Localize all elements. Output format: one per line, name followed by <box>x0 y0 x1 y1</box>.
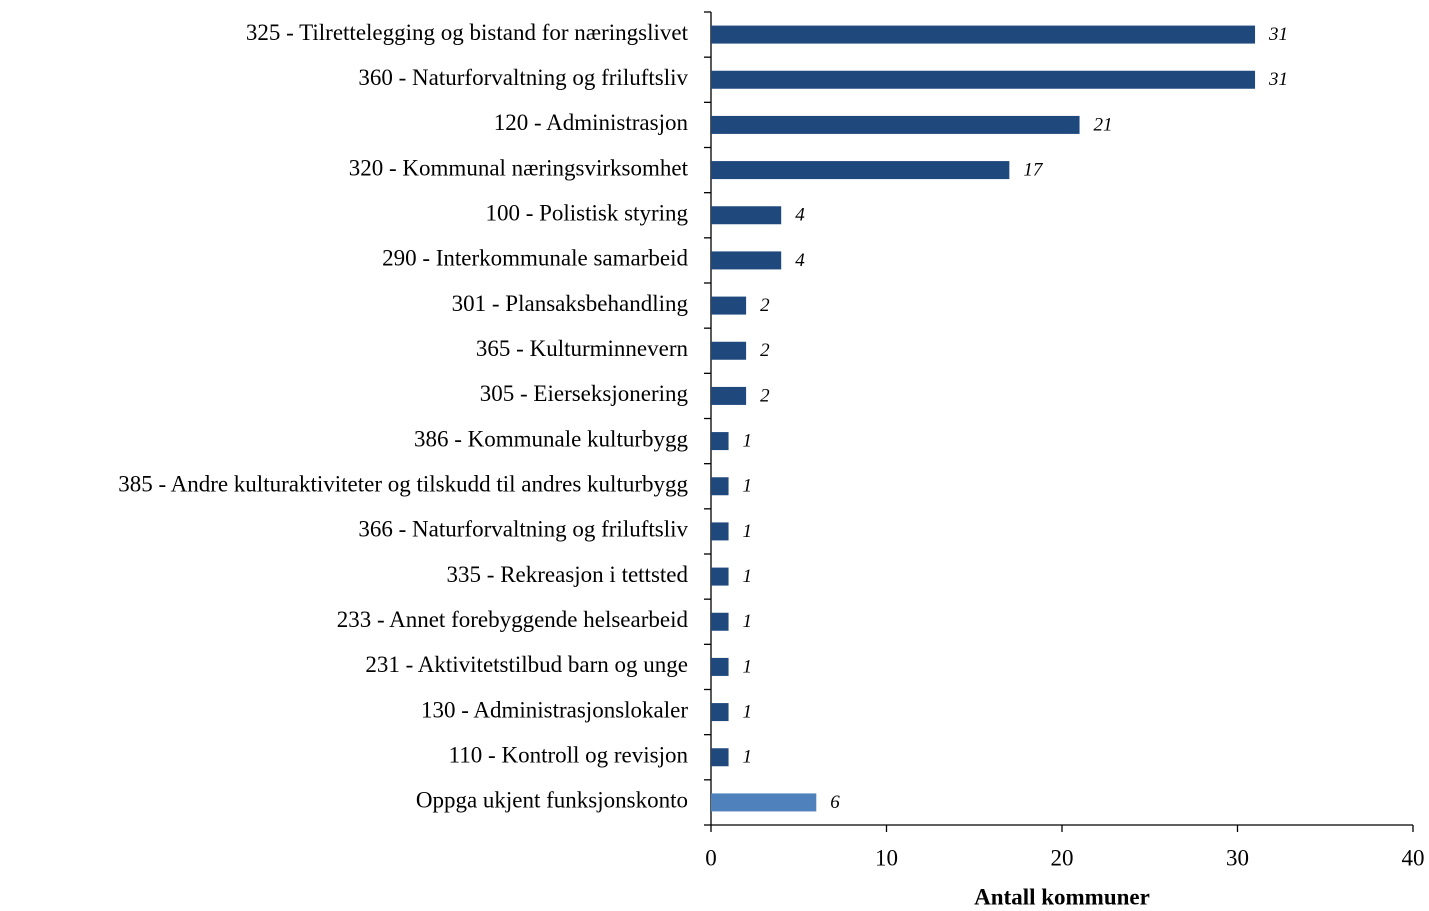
bar <box>711 296 747 315</box>
x-tick-label: 40 <box>1402 845 1425 870</box>
bar <box>711 206 782 225</box>
x-axis-title: Antall kommuner <box>974 884 1150 909</box>
y-tick-label: 100 - Polistisk styring <box>485 201 688 226</box>
value-label: 1 <box>743 611 753 632</box>
value-label: 17 <box>1023 159 1044 180</box>
bar <box>711 477 729 496</box>
bar <box>711 703 729 722</box>
y-tick-label: 366 - Naturforvaltning og friluftsliv <box>358 517 688 542</box>
value-label: 2 <box>760 295 770 316</box>
bar <box>711 432 729 451</box>
bar <box>711 748 729 767</box>
value-label: 2 <box>760 385 770 406</box>
value-label: 1 <box>743 476 753 497</box>
bar <box>711 70 1256 89</box>
value-label: 31 <box>1268 24 1288 45</box>
bar <box>711 25 1256 44</box>
value-label: 1 <box>743 701 753 722</box>
value-label: 2 <box>760 340 770 361</box>
y-tick-label: 385 - Andre kulturaktiviteter og tilskud… <box>118 472 688 497</box>
bar <box>711 793 817 812</box>
bar <box>711 522 729 541</box>
value-label: 1 <box>743 521 753 542</box>
y-tick-label: 130 - Administrasjonslokaler <box>421 697 688 722</box>
bar <box>711 657 729 676</box>
y-tick-label: 325 - Tilrettelegging og bistand for nær… <box>246 20 689 45</box>
bar <box>711 341 747 360</box>
bar <box>711 386 747 405</box>
bar <box>711 567 729 586</box>
y-tick-label: 386 - Kommunale kulturbygg <box>414 426 689 451</box>
bar <box>711 251 782 270</box>
y-tick-label: 365 - Kulturminnevern <box>476 336 689 361</box>
bar <box>711 612 729 631</box>
value-label: 1 <box>743 430 753 451</box>
y-tick-label: 231 - Aktivitetstilbud barn og unge <box>365 652 688 677</box>
value-label: 4 <box>795 250 805 271</box>
y-tick-label: 233 - Annet forebyggende helsearbeid <box>337 607 689 632</box>
x-tick-label: 10 <box>875 845 898 870</box>
y-tick-label: 301 - Plansaksbehandling <box>452 291 689 316</box>
x-tick-label: 30 <box>1226 845 1249 870</box>
value-label: 4 <box>795 205 805 226</box>
x-tick-label: 20 <box>1051 845 1074 870</box>
value-label: 6 <box>830 792 840 813</box>
value-label: 1 <box>743 747 753 768</box>
bar <box>711 161 1010 180</box>
x-tick-label: 0 <box>705 845 717 870</box>
bar <box>711 115 1080 134</box>
y-tick-label: 305 - Eierseksjonering <box>480 381 689 406</box>
y-tick-label: 290 - Interkommunale samarbeid <box>382 246 688 271</box>
y-tick-label: 335 - Rekreasjon i tettsted <box>447 562 689 587</box>
y-tick-label: 320 - Kommunal næringsvirksomhet <box>349 155 689 180</box>
y-tick-label: 120 - Administrasjon <box>494 110 689 135</box>
value-label: 1 <box>743 566 753 587</box>
y-tick-label: Oppga ukjent funksjonskonto <box>416 788 688 813</box>
value-label: 21 <box>1094 114 1113 135</box>
value-label: 1 <box>743 656 753 677</box>
value-label: 31 <box>1268 69 1288 90</box>
y-tick-label: 360 - Naturforvaltning og friluftsliv <box>358 65 688 90</box>
y-tick-label: 110 - Kontroll og revisjon <box>449 743 689 768</box>
